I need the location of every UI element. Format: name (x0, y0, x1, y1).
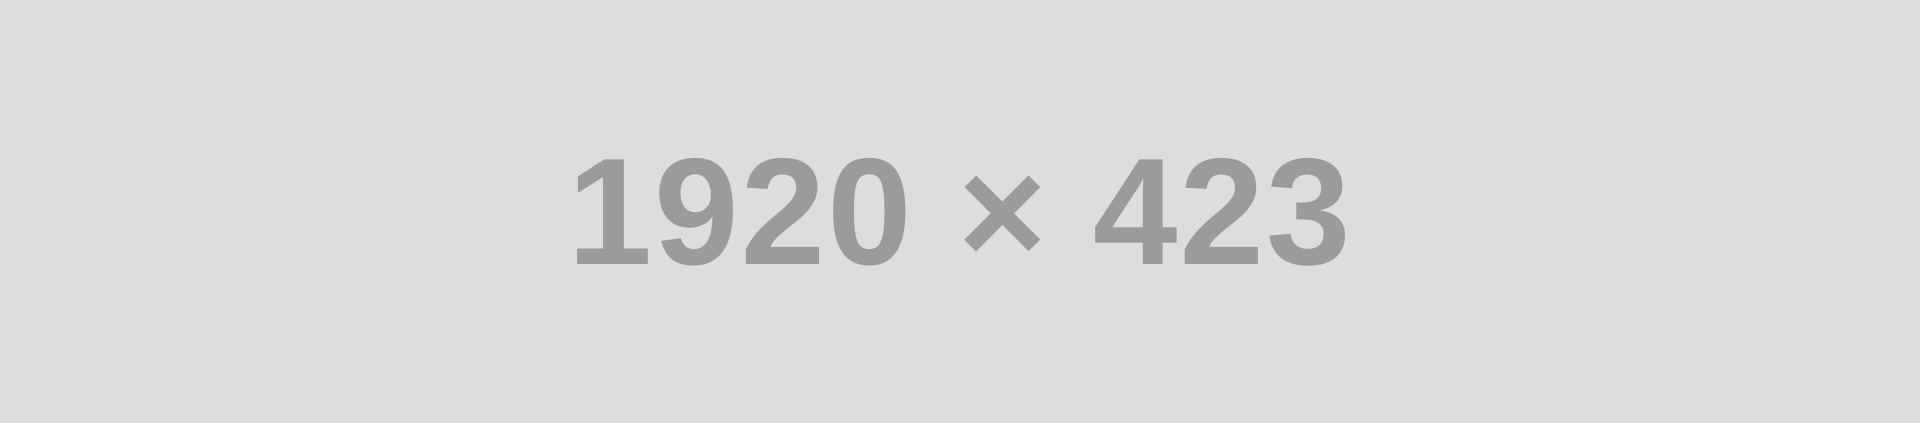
dimensions-label: 1920 × 423 (567, 126, 1353, 297)
